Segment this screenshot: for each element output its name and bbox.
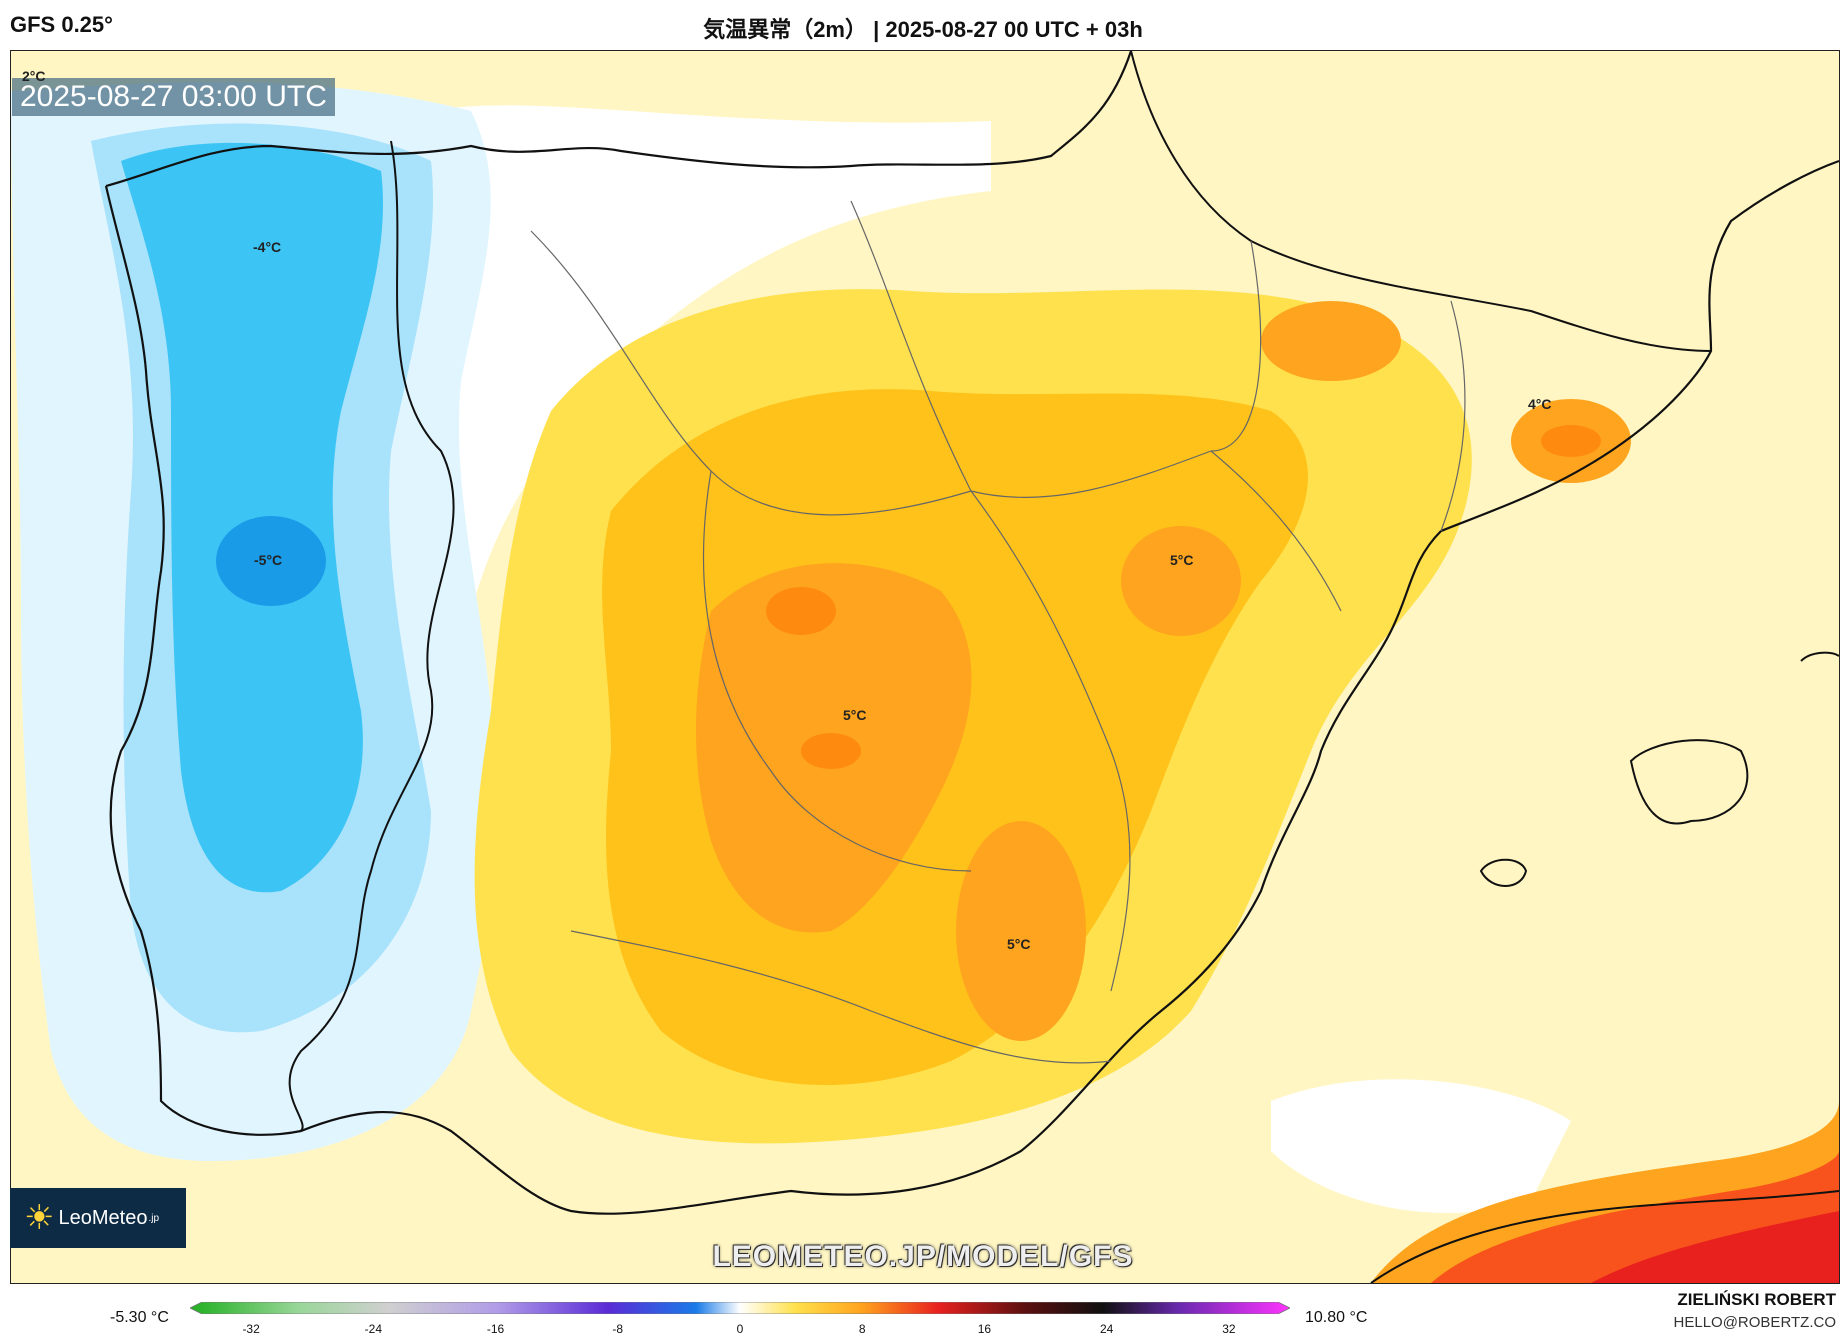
model-name: GFS 0.25°: [10, 12, 113, 37]
colorbar-max-label: 10.80 °C: [1305, 1309, 1368, 1326]
colorbar-tick: 24: [1099, 1322, 1114, 1336]
field-orange-south: [956, 821, 1086, 1041]
field-orange-northeast: [1261, 301, 1401, 381]
leometeo-logo[interactable]: ☀ LeoMeteo .jp: [10, 1188, 186, 1248]
author-name: ZIELIŃSKI ROBERT: [1677, 1290, 1836, 1309]
sun-icon: ☀: [24, 1199, 55, 1237]
valid-time-label: 2025-08-27 03:00 UTC: [12, 78, 335, 116]
anomaly-map[interactable]: [10, 50, 1840, 1284]
contour-label: 5°C: [1170, 552, 1194, 568]
logo-suffix: .jp: [148, 1212, 160, 1224]
colorbar-tick: 0: [736, 1322, 744, 1336]
field-white-south: [1271, 1079, 1571, 1213]
contour-label: -4°C: [253, 239, 282, 255]
contour-label: -5°C: [254, 552, 283, 568]
colorbar-tick: -24: [364, 1322, 382, 1336]
contour-label: 5°C: [1007, 936, 1031, 952]
colorbar-tick: 8: [858, 1322, 866, 1336]
contour-label: 2°C: [22, 68, 46, 84]
field-africa-red: [1591, 1211, 1839, 1283]
colorbar-ticks: -32 -24 -16 -8 0 8 16 24 32: [190, 1322, 1290, 1338]
coastline-ibiza: [1479, 858, 1528, 887]
field-orange-east: [1121, 526, 1241, 636]
border-portugal-spain: [288, 140, 455, 1132]
colorbar-tick: 32: [1222, 1322, 1236, 1336]
colorbar-tick: 16: [977, 1322, 992, 1336]
border-france-spain: [1130, 51, 1712, 352]
field-dark-orange-3: [1541, 425, 1601, 457]
field-blue-core: [216, 516, 326, 606]
coastline-north: [105, 51, 1133, 188]
field-white-north: [382, 105, 992, 891]
field-dark-orange-1: [766, 587, 836, 635]
regional-borders: [530, 200, 1466, 1064]
colorbar-min-label: -5.30 °C: [110, 1309, 169, 1326]
author-credit: ZIELIŃSKI ROBERT HELLO@ROBERTZ.CO: [1674, 1290, 1836, 1331]
coastline-menorca: [1800, 651, 1839, 662]
colorbar: [190, 1302, 1290, 1314]
chart-title: 気温異常（2m） | 2025-08-27 00 UTC + 03h: [703, 17, 1143, 42]
contour-label: 4°C: [1528, 396, 1552, 412]
colorbar-tick: -8: [612, 1322, 624, 1336]
source-watermark: LEOMETEO.JP/MODEL/GFS: [712, 1240, 1134, 1273]
coastline-africa: [1370, 1190, 1839, 1283]
author-email[interactable]: HELLO@ROBERTZ.CO: [1673, 1314, 1836, 1331]
field-cyan: [121, 142, 383, 893]
map-canvas: [11, 51, 1839, 1283]
coastline-mallorca: [1629, 739, 1749, 825]
field-dark-orange-2: [801, 733, 861, 769]
colorbar-tick: -32: [242, 1322, 260, 1336]
colorbar-tick: -16: [486, 1322, 505, 1336]
contour-label: 5°C: [843, 707, 867, 723]
logo-text: LeoMeteo: [58, 1206, 148, 1229]
coastline-iberia: [104, 159, 1839, 1215]
